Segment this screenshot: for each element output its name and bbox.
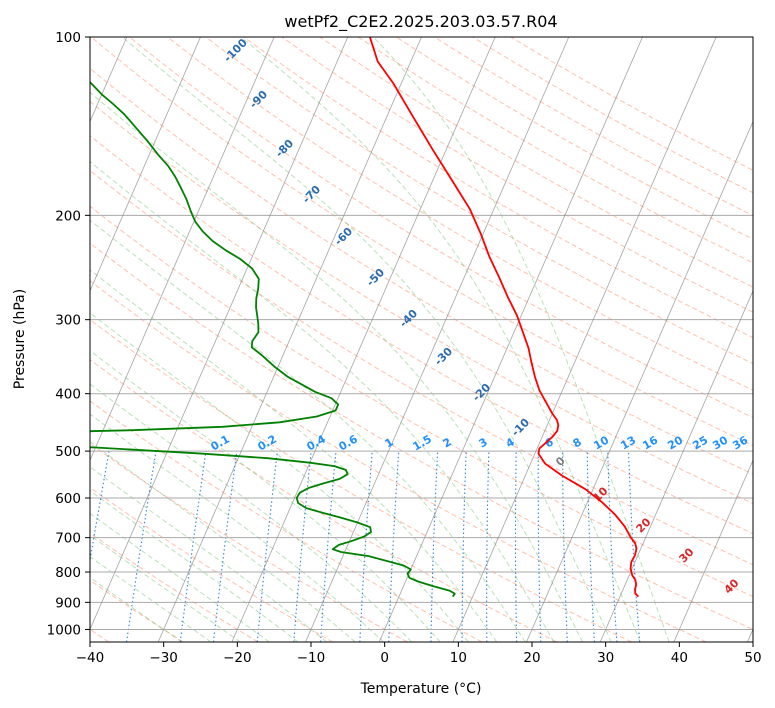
isotherm-gridline	[526, 120, 753, 642]
mixing-ratio-line	[320, 451, 337, 642]
moist-adiabat-line	[90, 312, 469, 642]
mixing-ratio-line	[212, 451, 238, 642]
x-tick-label: −20	[223, 650, 252, 666]
y-axis-label: Pressure (hPa)	[12, 289, 28, 389]
dry-adiabat-line	[90, 532, 259, 642]
isotherm-gridline	[90, 37, 201, 292]
y-tick-label: 800	[55, 565, 81, 581]
isotherm-gridline	[90, 37, 349, 631]
dry-adiabat-line	[319, 37, 753, 288]
chart-title: wetPf2_C2E2.2025.203.03.57.R04	[284, 12, 557, 32]
mixing-ratio-line	[179, 451, 207, 642]
dry-adiabat-line	[90, 359, 558, 642]
y-tick-label: 300	[55, 313, 81, 329]
dry-adiabat-line	[90, 169, 753, 566]
y-tick-label: 700	[55, 531, 81, 547]
x-tick-label: 30	[597, 650, 614, 666]
y-tick-label: 500	[55, 444, 81, 460]
dry-adiabat-line	[90, 242, 753, 630]
dry-adiabat-line	[167, 37, 753, 391]
moist-adiabat-line	[90, 383, 413, 642]
isotherm-gridline	[231, 37, 496, 642]
y-tick-label: 400	[55, 387, 81, 403]
x-tick-label: −40	[76, 650, 105, 666]
x-tick-label: 10	[450, 650, 467, 666]
mixing-ratio-line	[256, 451, 278, 642]
y-tick-label: 900	[55, 595, 81, 611]
dewpoint-profile-line	[90, 81, 456, 598]
x-tick-label: −30	[149, 650, 178, 666]
moist-adiabat-line	[90, 219, 526, 642]
plot-frame	[89, 36, 754, 643]
isotherm-gridline	[452, 37, 717, 642]
moist-adiabat-line	[90, 350, 441, 642]
moist-adiabat-line	[121, 37, 612, 642]
moist-adiabat-line	[90, 160, 555, 642]
dry-adiabat-line	[129, 37, 753, 419]
moist-adiabat-line	[90, 466, 327, 642]
sounding-profiles	[90, 37, 640, 598]
x-tick-label: 0	[380, 650, 389, 666]
dry-adiabat-line	[90, 37, 753, 446]
dry-adiabat-line	[90, 205, 753, 598]
temperature-profile-line	[369, 37, 640, 598]
dry-adiabat-line	[90, 400, 483, 642]
isotherm-gridline	[673, 459, 753, 642]
x-tick-label: −10	[297, 650, 326, 666]
y-tick-label: 600	[55, 491, 81, 507]
x-tick-label: 40	[671, 650, 688, 666]
x-tick-label: 50	[744, 650, 761, 666]
x-tick-label: 20	[523, 650, 540, 666]
isotherm-gridline	[378, 37, 643, 642]
isotherm-gridline	[157, 37, 422, 642]
isotherm-gridline	[599, 289, 753, 642]
dry-adiabat-line	[90, 100, 753, 505]
dry-adiabat-line	[90, 319, 632, 642]
mixing-ratio-line	[293, 451, 312, 642]
moist-adiabat-line	[90, 440, 356, 642]
moist-adiabat-line	[90, 91, 583, 642]
y-tick-label: 1000	[47, 622, 81, 638]
y-tick-label: 100	[55, 30, 81, 46]
dry-adiabat-line	[90, 135, 753, 535]
moist-adiabat-line	[373, 37, 670, 642]
y-axis: 100 200 300 400 500 600 700 800 900 1000	[47, 30, 90, 638]
moist-adiabat-line	[90, 269, 498, 642]
x-axis-label: Temperature (°C)	[360, 681, 482, 697]
isotherm-gridline	[90, 37, 275, 462]
dry-adiabat-line	[205, 37, 753, 365]
background-lines	[90, 37, 753, 642]
dry-adiabat-line	[90, 487, 334, 642]
y-tick-label: 200	[55, 208, 81, 224]
x-axis: −40 −30 −20 −10 0 10 20 30 40 50	[76, 642, 762, 666]
